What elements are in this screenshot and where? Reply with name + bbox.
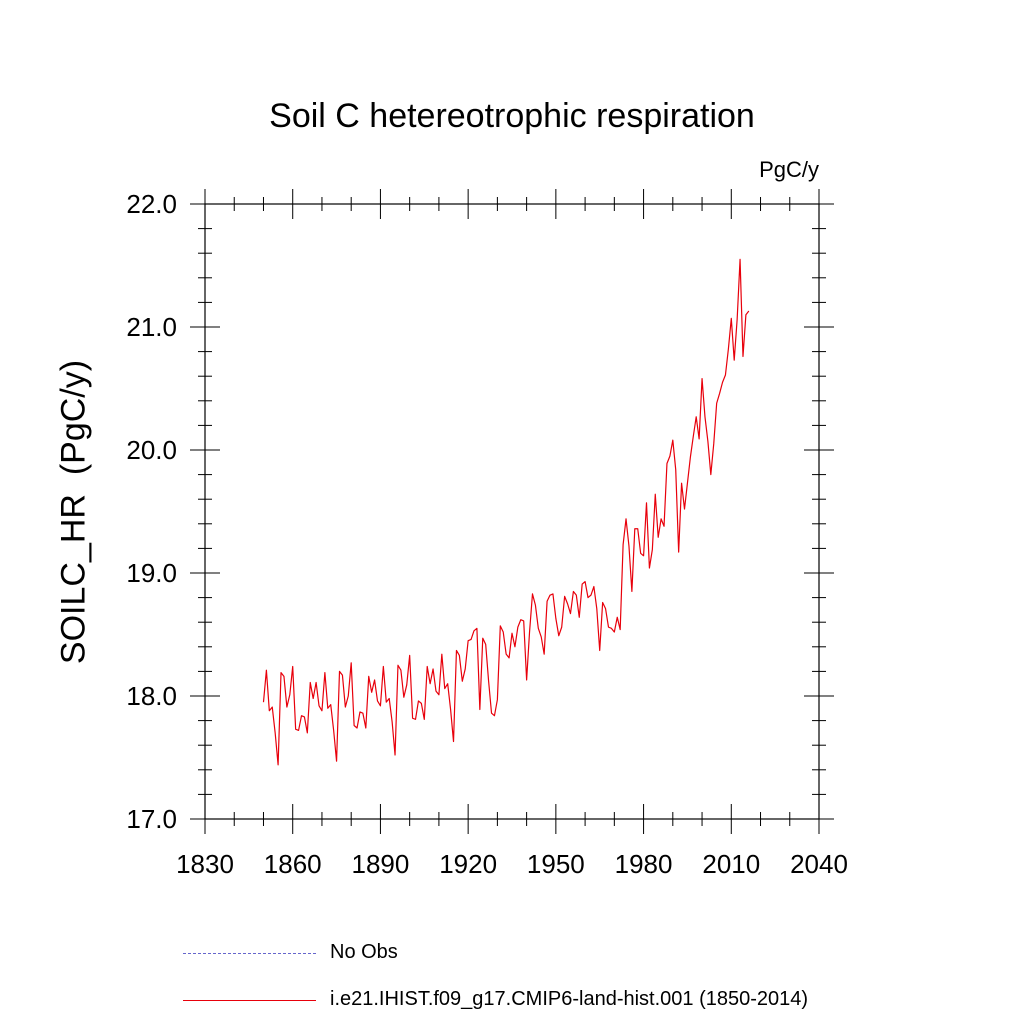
units-label: PgC/y (759, 157, 819, 182)
y-tick-label: 19.0 (126, 558, 177, 588)
legend-swatch-solid (183, 1000, 316, 1001)
x-tick-label: 1980 (615, 849, 673, 879)
x-tick-label: 1890 (352, 849, 410, 879)
legend-label: No Obs (330, 941, 398, 963)
legend-swatch-dashed (183, 953, 316, 954)
chart-title: Soil C hetereotrophic respiration (269, 97, 755, 135)
series-line-model (262, 258, 750, 766)
x-tick-label: 1920 (439, 849, 497, 879)
plot-frame (204, 203, 820, 820)
x-tick-label: 1950 (527, 849, 585, 879)
x-tick-label: 1830 (176, 849, 234, 879)
x-tick-label: 1860 (264, 849, 322, 879)
y-tick-label: 22.0 (126, 189, 177, 219)
x-tick-label: 2010 (702, 849, 760, 879)
legend-label: i.e21.IHIST.f09_g17.CMIP6-land-hist.001 … (330, 988, 809, 1010)
x-tick-label: 2040 (790, 849, 848, 879)
y-tick-label: 21.0 (126, 312, 177, 342)
y-tick-label: 18.0 (126, 681, 177, 711)
y-tick-label: 17.0 (126, 804, 177, 834)
y-tick-label: 20.0 (126, 435, 177, 465)
